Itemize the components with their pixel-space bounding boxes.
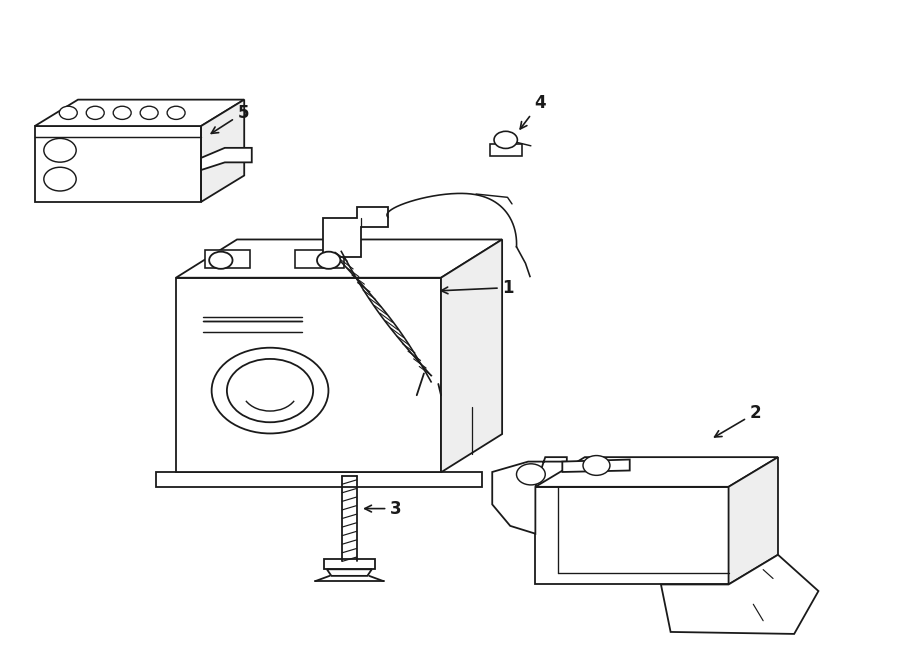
Text: 4: 4 [520,94,545,129]
Circle shape [227,359,313,422]
Polygon shape [176,278,441,473]
Text: 2: 2 [715,404,761,437]
Polygon shape [201,100,244,202]
Circle shape [583,455,610,475]
Polygon shape [327,569,372,576]
Circle shape [113,106,131,120]
Text: 1: 1 [441,279,514,297]
Circle shape [59,106,77,120]
Text: 5: 5 [212,104,249,134]
Polygon shape [490,144,522,156]
Polygon shape [661,555,818,634]
Circle shape [86,106,104,120]
Polygon shape [562,459,630,472]
Polygon shape [157,473,482,487]
Text: 3: 3 [364,500,402,518]
Circle shape [140,106,158,120]
Polygon shape [324,559,374,569]
Circle shape [317,252,340,269]
Polygon shape [441,239,502,473]
Polygon shape [176,239,502,278]
Circle shape [167,106,185,120]
Circle shape [212,348,328,434]
Polygon shape [536,487,729,584]
Polygon shape [35,126,201,202]
Circle shape [44,138,76,162]
Polygon shape [323,207,388,256]
Polygon shape [35,100,244,126]
Polygon shape [201,148,252,170]
Circle shape [494,132,518,149]
Polygon shape [492,457,567,533]
Polygon shape [536,457,778,487]
Circle shape [44,167,76,191]
Polygon shape [294,250,344,268]
Polygon shape [204,250,249,268]
Polygon shape [729,457,778,584]
Circle shape [209,252,232,269]
Circle shape [517,464,545,485]
